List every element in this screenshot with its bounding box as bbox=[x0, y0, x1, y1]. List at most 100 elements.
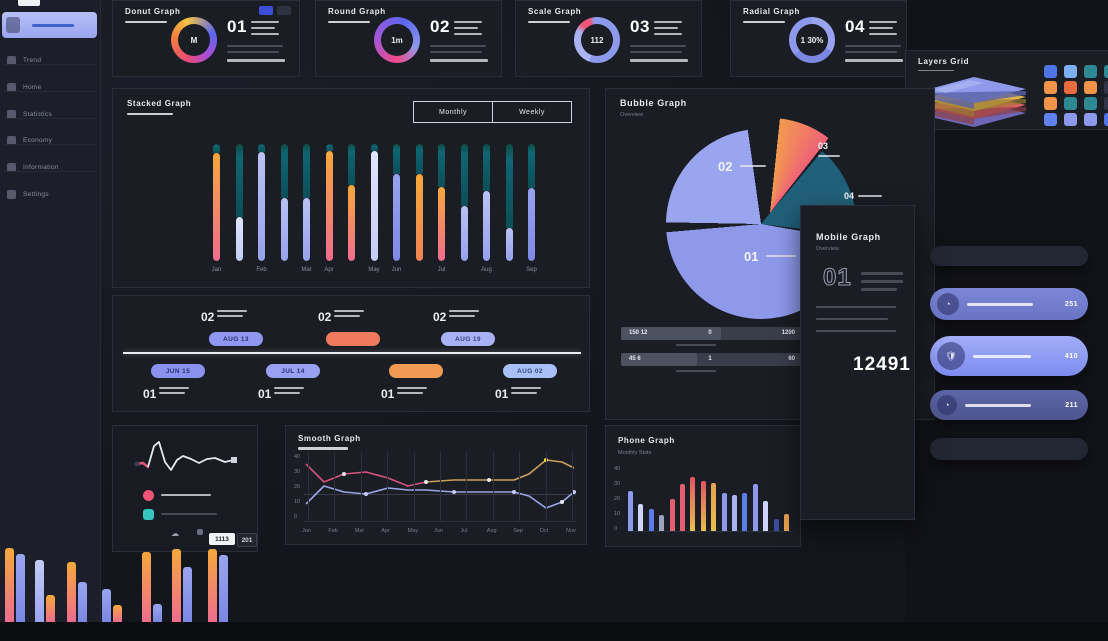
sidebar-item-2[interactable]: Statistics bbox=[0, 103, 100, 125]
grid-square[interactable] bbox=[1084, 65, 1097, 78]
slider-right-value: 1200 bbox=[781, 330, 795, 336]
timeline-text-line bbox=[397, 387, 428, 389]
bar-label bbox=[281, 267, 288, 273]
stacked-bar bbox=[348, 144, 355, 261]
stat-text-line bbox=[227, 59, 285, 62]
badge-light[interactable]: 1113 bbox=[209, 533, 235, 545]
timeline-pill[interactable]: AUG 02 bbox=[503, 364, 557, 378]
timeline-pill[interactable]: AUG 13 bbox=[209, 332, 263, 346]
legend-teal-label bbox=[161, 513, 217, 515]
timeline-text-line bbox=[159, 387, 190, 389]
grid-square[interactable] bbox=[1044, 65, 1057, 78]
stacked-bar bbox=[505, 144, 513, 261]
more-icon[interactable] bbox=[277, 6, 291, 15]
y-tick-label: 30 bbox=[614, 481, 621, 487]
sidebar-logo-item[interactable] bbox=[2, 12, 97, 38]
toggle-monthly[interactable]: Monthly bbox=[438, 108, 467, 116]
flag-icon[interactable] bbox=[259, 6, 273, 15]
stacked-bars bbox=[213, 144, 535, 261]
grid-square[interactable] bbox=[1084, 81, 1097, 94]
corner-bar bbox=[78, 582, 87, 622]
grid-square[interactable] bbox=[1104, 97, 1108, 110]
timeline-pill[interactable]: AUG 19 bbox=[441, 332, 495, 346]
grid-square[interactable] bbox=[1044, 113, 1057, 126]
pie-label-03: 03 bbox=[818, 141, 829, 151]
pie-slider-row[interactable]: 45 6 1 60 bbox=[621, 353, 803, 366]
timeline-number-lines bbox=[449, 308, 483, 320]
bar-top-segment bbox=[483, 144, 490, 191]
corner-bar bbox=[113, 605, 122, 622]
timeline-number: 01 bbox=[381, 387, 395, 401]
grid-square[interactable] bbox=[1104, 81, 1108, 94]
grid-vline bbox=[413, 452, 415, 522]
toggle-weekly[interactable]: Weekly bbox=[492, 102, 571, 122]
stacked-bar bbox=[370, 144, 378, 261]
sidebar-item-0[interactable]: Trend bbox=[0, 49, 100, 71]
stat-text-line bbox=[430, 45, 486, 47]
corner-bar bbox=[5, 548, 14, 622]
sidebar-item-1[interactable]: Home bbox=[0, 76, 100, 98]
pill-item-4[interactable] bbox=[930, 438, 1088, 460]
sidebar-divider bbox=[4, 144, 96, 145]
grid-square[interactable] bbox=[1084, 97, 1097, 110]
x-tick-label: Sep bbox=[513, 528, 523, 534]
sidebar-divider bbox=[4, 118, 96, 119]
corner-bar bbox=[153, 604, 162, 622]
badge-dark[interactable]: 201 bbox=[237, 533, 257, 547]
x-tick-label: Apr bbox=[381, 528, 390, 534]
bar-label: Jul bbox=[437, 267, 446, 273]
grid-vline bbox=[360, 452, 362, 522]
pill-item-2[interactable]: 🛡 410 bbox=[930, 336, 1088, 376]
bar-bottom-segment bbox=[280, 197, 288, 261]
bar-top-segment bbox=[348, 144, 355, 185]
stacked-chart-title: Stacked Graph bbox=[127, 99, 192, 108]
grid-square[interactable] bbox=[1104, 113, 1108, 126]
stat-text-line bbox=[869, 33, 897, 35]
timeline-pill[interactable] bbox=[326, 332, 380, 346]
timeline-pill[interactable]: JUN 15 bbox=[151, 364, 205, 378]
grid-square[interactable] bbox=[1064, 97, 1077, 110]
grid-square[interactable] bbox=[1064, 113, 1077, 126]
timeline-pill[interactable] bbox=[389, 364, 443, 378]
timeline-pill[interactable]: JUL 14 bbox=[266, 364, 320, 378]
pill-item-1[interactable]: ◔ 251 bbox=[930, 288, 1088, 320]
avatar-icon: ◔ bbox=[937, 395, 957, 415]
stat-text-line bbox=[845, 45, 901, 47]
x-tick-label: May bbox=[407, 528, 418, 534]
stacked-bar bbox=[235, 144, 243, 261]
overlay-line-1 bbox=[861, 272, 903, 275]
pill-item-0[interactable] bbox=[930, 246, 1088, 266]
overlay-line-6 bbox=[816, 330, 896, 332]
grid-square[interactable] bbox=[1064, 65, 1077, 78]
slider-mid-value: 1 bbox=[708, 356, 712, 362]
grid-square[interactable] bbox=[1104, 65, 1108, 78]
pill-item-3[interactable]: ◔ 211 bbox=[930, 390, 1088, 420]
timeline-item-above: 02 AUG 13 bbox=[201, 308, 271, 346]
grid-square[interactable] bbox=[1044, 97, 1057, 110]
sidebar-item-4[interactable]: Information bbox=[0, 156, 100, 178]
corner-bar-chart bbox=[0, 540, 240, 622]
grid-square[interactable] bbox=[1044, 81, 1057, 94]
sidebar-item-5[interactable]: Settings bbox=[0, 183, 100, 205]
corner-bar bbox=[46, 595, 55, 622]
dot-icon[interactable] bbox=[197, 529, 203, 535]
timeline-number: 02 bbox=[433, 310, 447, 324]
sidebar-item-3[interactable]: Economy bbox=[0, 129, 100, 151]
overlay-value: 12491 bbox=[853, 354, 911, 375]
grid-square[interactable] bbox=[1084, 113, 1097, 126]
line-marker bbox=[364, 492, 368, 496]
stat-donut-ring: 112 bbox=[574, 17, 620, 63]
corner-bar bbox=[16, 554, 25, 622]
bar-bottom-segment bbox=[348, 184, 355, 261]
bar-bottom-segment bbox=[528, 188, 535, 261]
grid-square[interactable] bbox=[1064, 81, 1077, 94]
bar-label: Jan bbox=[211, 267, 222, 273]
corner-bar bbox=[142, 552, 151, 622]
bar-label: Feb bbox=[256, 267, 267, 273]
pie-slider-row[interactable]: 150 12 0 1200 bbox=[621, 327, 803, 340]
title-underline bbox=[127, 113, 173, 115]
cloud-icon[interactable]: ☁ bbox=[171, 529, 179, 538]
bar-bottom-segment bbox=[325, 151, 333, 261]
overlay-card-subtitle: Overview bbox=[816, 246, 839, 252]
sidebar-item-icon bbox=[7, 82, 16, 92]
